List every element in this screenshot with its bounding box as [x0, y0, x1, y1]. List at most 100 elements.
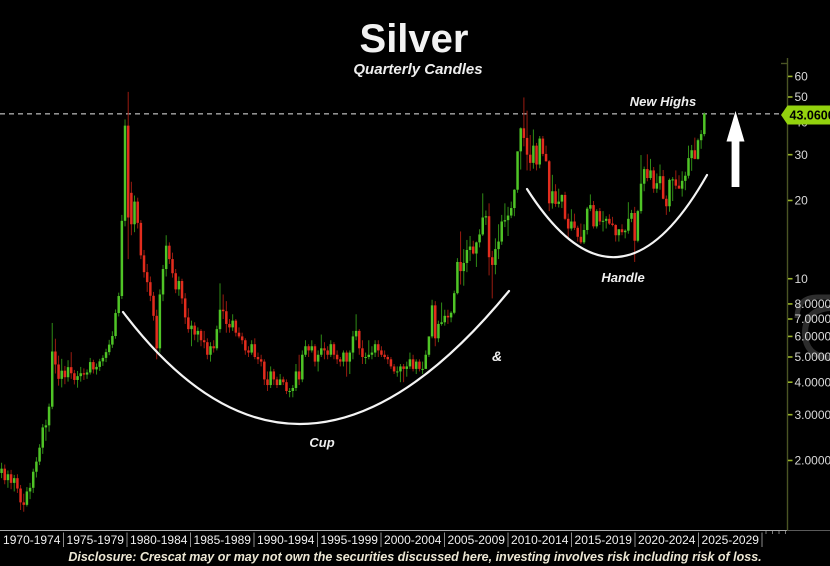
ampersand-label: &: [492, 348, 502, 364]
candle-body: [339, 359, 342, 362]
candle-body: [687, 158, 690, 176]
candle-body: [573, 221, 576, 228]
candle-body: [285, 382, 288, 391]
candle-body: [155, 315, 158, 349]
candle-body: [47, 406, 51, 426]
candle-body: [633, 212, 636, 241]
candle-body: [60, 370, 63, 379]
candle-body: [272, 371, 276, 380]
candle-body: [22, 502, 25, 505]
candles-layer: [0, 91, 706, 512]
candle-body: [459, 261, 462, 272]
candle-body: [668, 179, 671, 207]
candle-body: [373, 344, 377, 353]
candle-body: [101, 357, 105, 362]
candle-body: [126, 125, 130, 218]
candle-body: [528, 154, 532, 163]
candle-body: [522, 128, 526, 138]
y-axis-label: 10: [795, 272, 809, 286]
candle-body: [63, 370, 67, 378]
candle-body: [228, 323, 231, 328]
candle-body: [139, 222, 143, 256]
candle-body: [389, 359, 393, 367]
candle-body: [509, 208, 513, 216]
candle-body: [221, 309, 225, 312]
candle-body: [41, 427, 44, 448]
candle-body: [620, 229, 624, 233]
candle-body: [361, 348, 364, 357]
candle-body: [585, 208, 589, 230]
candle-body: [247, 350, 250, 353]
candle-body: [107, 344, 111, 353]
candle-body: [142, 255, 146, 273]
x-axis-label: 2005-2009: [448, 533, 506, 547]
candle-body: [66, 367, 70, 378]
candle-body: [259, 359, 263, 362]
candle-body: [76, 376, 79, 380]
up-arrow-icon: [726, 111, 745, 187]
candle-body: [342, 352, 345, 362]
candle-body: [557, 201, 560, 204]
candle-body: [50, 351, 54, 407]
candle-body: [28, 487, 32, 492]
candle-body: [696, 140, 700, 159]
candle-body: [320, 348, 323, 355]
candle-body: [525, 137, 529, 155]
candle-body: [703, 113, 706, 135]
candle-body: [307, 346, 310, 351]
candle-body: [449, 312, 453, 318]
candle-body: [266, 379, 269, 386]
candle-body: [187, 317, 190, 330]
candle-body: [215, 329, 219, 349]
price-axis[interactable]: 6050403020108.00007.00006.00005.00004.00…: [788, 70, 830, 468]
candle-body: [544, 153, 548, 162]
candle-body: [503, 220, 507, 222]
candle-body: [145, 272, 149, 283]
candle-body: [392, 366, 396, 372]
candle-body: [443, 315, 446, 323]
x-axis-label: 2000-2004: [384, 533, 442, 547]
candle-body: [598, 211, 602, 222]
candle-body: [642, 169, 646, 184]
candle-body: [462, 262, 465, 272]
candle-body: [383, 354, 386, 357]
candle-body: [12, 478, 16, 483]
candle-body: [538, 138, 541, 165]
candle-body: [481, 217, 484, 235]
candle-body: [434, 305, 437, 339]
candle-body: [0, 468, 3, 473]
candle-body: [547, 161, 551, 204]
candle-body: [630, 212, 633, 219]
candle-body: [16, 478, 19, 489]
candle-body: [348, 352, 352, 362]
candle-body: [38, 447, 41, 462]
candle-body: [563, 194, 567, 219]
candle-body: [133, 201, 136, 225]
candle-body: [73, 373, 76, 380]
candle-body: [54, 351, 57, 365]
candle-body: [158, 294, 162, 349]
candle-body: [275, 379, 279, 386]
candle-body: [614, 224, 617, 236]
candle-body: [310, 346, 314, 351]
candle-body: [490, 257, 494, 265]
candle-body: [595, 211, 598, 227]
candle-body: [358, 330, 361, 349]
candle-body: [386, 357, 390, 360]
candle-body: [240, 336, 244, 341]
candle-body: [636, 211, 640, 241]
candle-body: [161, 269, 165, 295]
candle-body: [582, 229, 586, 243]
candle-body: [554, 191, 557, 204]
x-axis-label: 1980-1984: [130, 533, 188, 547]
y-axis-label: 4.0000: [795, 375, 830, 389]
candle-body: [98, 361, 101, 367]
candle-body: [345, 352, 348, 362]
candle-body: [294, 371, 298, 388]
y-axis-label: 7.0000: [795, 312, 830, 326]
candle-body: [456, 261, 459, 294]
candle-body: [440, 322, 443, 324]
candle-body: [114, 313, 117, 337]
time-axis[interactable]: 1970-1974 1975-1979 1980-1984 1985-1989 1990…: [3, 532, 763, 548]
